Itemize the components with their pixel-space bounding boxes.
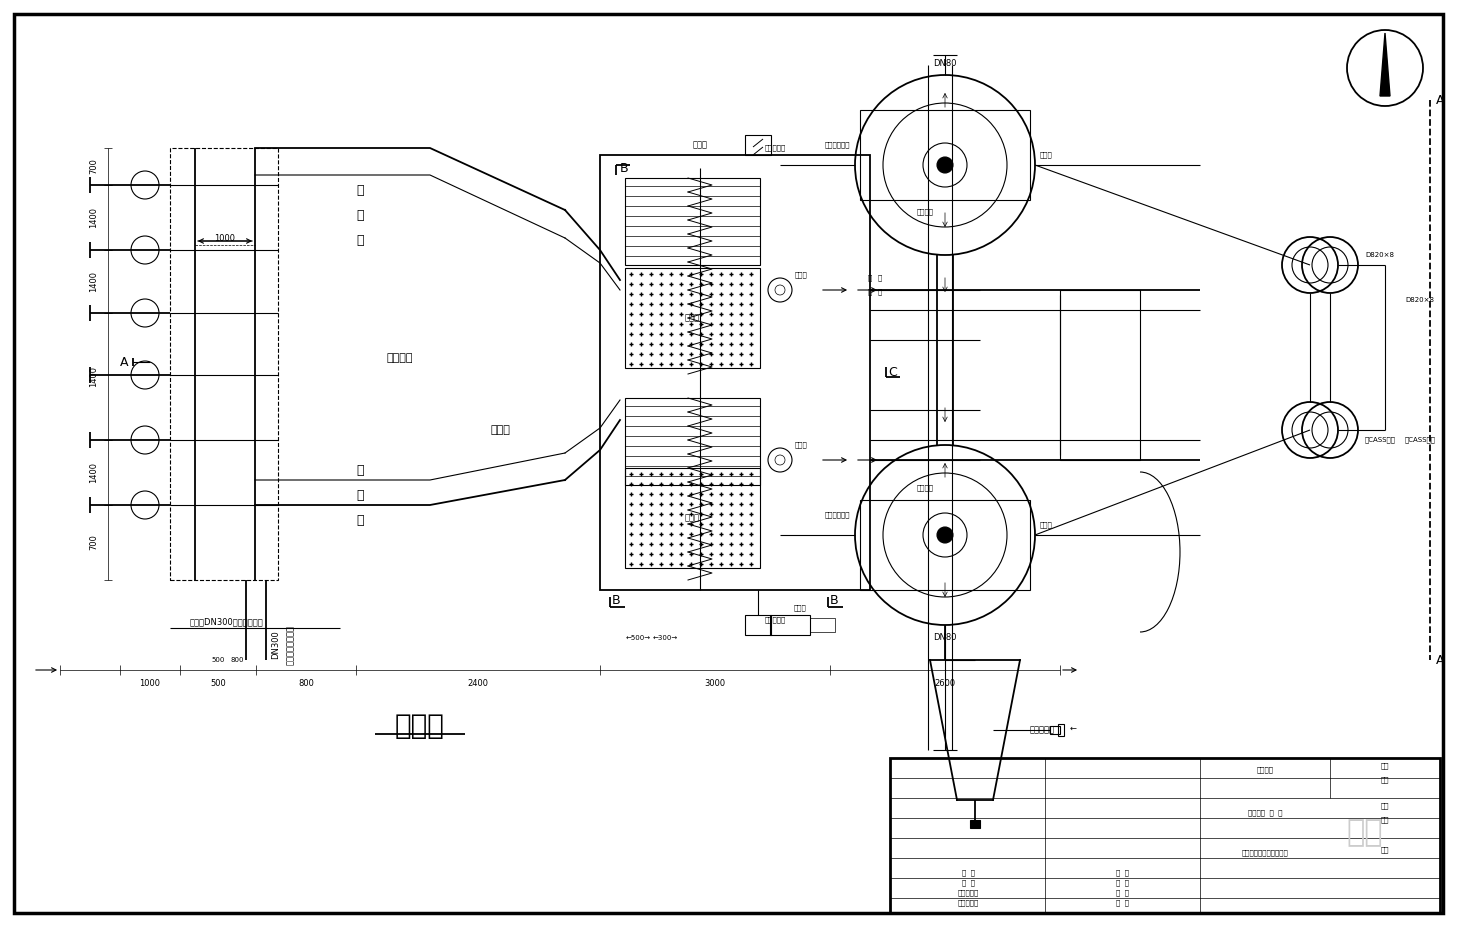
Text: 进水管自提升泵房: 进水管自提升泵房 <box>286 625 294 665</box>
Text: 700: 700 <box>89 159 99 174</box>
Text: 水: 水 <box>879 288 881 296</box>
Text: 3000: 3000 <box>704 679 726 689</box>
Text: 泵出水渠: 泵出水渠 <box>386 353 414 363</box>
Text: 自来水冲洗管: 自来水冲洗管 <box>825 512 849 518</box>
Text: 设计项目  工  艺: 设计项目 工 艺 <box>1247 809 1282 817</box>
Text: 平面图: 平面图 <box>395 712 444 740</box>
Text: 旋转驱动机: 旋转驱动机 <box>765 145 787 151</box>
Text: 进: 进 <box>357 184 364 197</box>
Polygon shape <box>1380 33 1390 96</box>
Text: 校  对: 校 对 <box>1116 870 1129 876</box>
Text: 1400: 1400 <box>89 207 99 228</box>
Text: 止回门: 止回门 <box>796 441 807 449</box>
Text: 沉砂器: 沉砂器 <box>1040 152 1053 159</box>
Text: DN80: DN80 <box>934 632 957 641</box>
Text: 500: 500 <box>210 679 226 689</box>
Text: 沉砂器: 沉砂器 <box>1040 522 1053 528</box>
Text: 盲顶板: 盲顶板 <box>692 141 708 149</box>
Bar <box>970 820 981 828</box>
Text: 制  图: 制 图 <box>1116 900 1129 907</box>
Bar <box>1050 726 1061 734</box>
Text: 500: 500 <box>211 657 224 663</box>
Text: ←500→: ←500→ <box>625 635 651 641</box>
Text: A: A <box>1437 94 1444 107</box>
Bar <box>1058 724 1064 736</box>
Text: 细格栅旋流沉沙池平面图: 细格栅旋流沉沙池平面图 <box>1241 850 1288 857</box>
Text: 砂水分离器: 砂水分离器 <box>1030 726 1055 734</box>
Text: 工程名称: 工程名称 <box>1256 767 1273 773</box>
Text: 1400: 1400 <box>89 366 99 387</box>
Bar <box>860 500 1030 590</box>
Text: B: B <box>830 593 839 606</box>
Circle shape <box>937 157 953 173</box>
Text: 审  核: 审 核 <box>962 880 975 886</box>
Circle shape <box>937 527 953 543</box>
Bar <box>1061 290 1139 460</box>
Text: 1000: 1000 <box>140 679 160 689</box>
Text: ←300→: ←300→ <box>653 635 678 641</box>
Bar <box>860 110 1030 200</box>
Text: 退: 退 <box>357 464 364 476</box>
Text: 沉砂子: 沉砂子 <box>685 313 699 323</box>
Text: A: A <box>119 355 128 369</box>
Text: B: B <box>621 161 628 174</box>
Text: A: A <box>1437 654 1444 667</box>
Bar <box>745 615 771 635</box>
Bar <box>625 268 761 368</box>
Text: 校  核: 校 核 <box>1116 880 1129 886</box>
Text: 排砂压力机: 排砂压力机 <box>765 616 787 623</box>
Text: 出: 出 <box>879 274 881 281</box>
Text: 日期: 日期 <box>1381 763 1390 769</box>
Text: 1400: 1400 <box>89 462 99 483</box>
Text: 设  计: 设 计 <box>1116 890 1129 896</box>
Text: 旋转方向: 旋转方向 <box>916 209 934 215</box>
Text: DN80: DN80 <box>934 58 957 68</box>
Text: 审  定: 审 定 <box>962 870 975 876</box>
Text: 比例: 比例 <box>1381 803 1390 809</box>
Text: 渠: 渠 <box>357 234 364 247</box>
Text: 800: 800 <box>230 657 243 663</box>
Text: 沉砂子: 沉砂子 <box>685 514 699 523</box>
Text: 工号: 工号 <box>1381 817 1390 823</box>
Text: 2600: 2600 <box>934 679 956 689</box>
Bar <box>600 155 870 590</box>
Text: 800: 800 <box>299 679 313 689</box>
Text: 计量渠: 计量渠 <box>490 425 510 435</box>
Text: 涂CASS防腐: 涂CASS防腐 <box>1405 437 1437 443</box>
Text: 阶段: 阶段 <box>1381 777 1390 783</box>
Bar <box>810 618 835 632</box>
Text: 集砂斗: 集砂斗 <box>794 604 806 611</box>
Text: 进水管DN300来自提升泵房: 进水管DN300来自提升泵房 <box>189 617 264 627</box>
Text: C: C <box>887 365 896 378</box>
Text: 旋转方向: 旋转方向 <box>916 485 934 491</box>
Text: 渠: 渠 <box>357 514 364 527</box>
Text: 进: 进 <box>868 274 873 281</box>
Text: 项目负责人: 项目负责人 <box>957 890 979 896</box>
Bar <box>625 468 761 568</box>
Text: 水: 水 <box>357 489 364 502</box>
Bar <box>890 758 1440 913</box>
Bar <box>769 615 810 635</box>
Text: 水: 水 <box>357 209 364 222</box>
Text: DN300: DN300 <box>271 630 280 659</box>
Text: 图号: 图号 <box>1381 846 1390 854</box>
Bar <box>170 148 278 580</box>
Text: 2400: 2400 <box>468 679 488 689</box>
Text: 涂CASS防腐: 涂CASS防腐 <box>1365 437 1396 443</box>
Text: D820×8: D820×8 <box>1365 252 1394 258</box>
Text: 止回门: 止回门 <box>796 272 807 278</box>
Text: 专业负责人: 专业负责人 <box>957 900 979 907</box>
Bar <box>625 178 761 265</box>
Text: 水: 水 <box>868 288 873 296</box>
Bar <box>625 398 761 485</box>
Text: ←: ← <box>1069 723 1077 732</box>
Text: 知末: 知末 <box>1346 819 1383 847</box>
Text: B: B <box>612 593 621 606</box>
Text: D820×8: D820×8 <box>1405 297 1434 303</box>
Text: 700: 700 <box>89 535 99 551</box>
Bar <box>745 135 771 155</box>
Text: 1000: 1000 <box>214 234 236 243</box>
Text: 1400: 1400 <box>89 271 99 292</box>
Text: 自来水冲洗管: 自来水冲洗管 <box>825 142 849 148</box>
